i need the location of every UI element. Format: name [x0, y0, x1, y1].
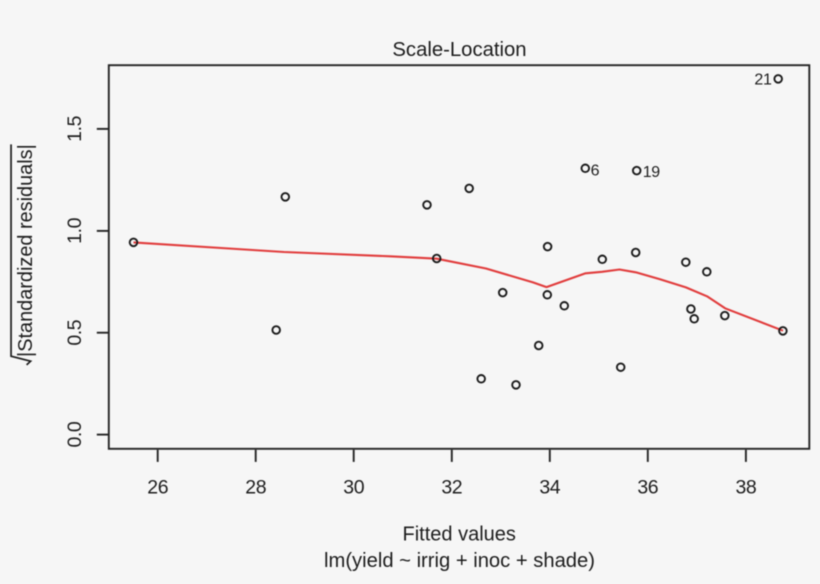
svg-text:38: 38 — [735, 476, 756, 498]
svg-text:|Standardized residuals|: |Standardized residuals| — [15, 144, 37, 357]
svg-text:21: 21 — [754, 71, 772, 88]
svg-text:Scale-Location: Scale-Location — [392, 39, 526, 61]
svg-text:6: 6 — [591, 163, 600, 180]
svg-text:26: 26 — [147, 476, 168, 498]
svg-text:0.0: 0.0 — [64, 421, 86, 447]
svg-text:34: 34 — [539, 476, 560, 498]
svg-text:36: 36 — [637, 476, 658, 498]
svg-text:19: 19 — [643, 164, 661, 181]
svg-text:1.5: 1.5 — [64, 115, 86, 141]
svg-text:lm(yield ~ irrig + inoc + shad: lm(yield ~ irrig + inoc + shade) — [324, 550, 595, 572]
svg-text:1.0: 1.0 — [64, 217, 86, 243]
svg-text:Fitted values: Fitted values — [403, 523, 516, 545]
svg-text:32: 32 — [441, 476, 462, 498]
svg-text:28: 28 — [245, 476, 266, 498]
svg-text:30: 30 — [343, 476, 364, 498]
svg-text:0.5: 0.5 — [64, 319, 86, 345]
